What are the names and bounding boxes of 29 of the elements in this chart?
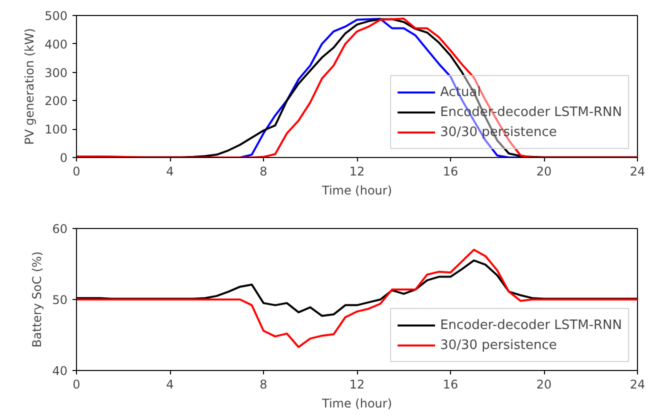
x-tick-label: 0 (72, 164, 80, 178)
y-tick-label: 400 (44, 37, 68, 52)
y-tick-label: 0 (60, 151, 68, 165)
x-tick-label: 8 (260, 164, 268, 178)
x-tick-label: 8 (260, 378, 268, 392)
y-tick-label: 100 (44, 122, 68, 137)
y-tick-label: 60 (52, 222, 68, 236)
x-tick-label: 4 (166, 378, 174, 392)
legend-label: Encoder-decoder LSTM-RNN (440, 318, 622, 332)
x-tick-label: 20 (536, 164, 552, 178)
x-tick-label: 20 (536, 378, 552, 392)
x-tick-label: 16 (442, 164, 458, 178)
x-tick-label: 12 (349, 164, 365, 178)
x-tick-label: 24 (630, 378, 646, 392)
x-axis-title: Time (hour) (320, 184, 392, 198)
x-axis-title: Time (hour) (320, 396, 392, 410)
y-tick-label: 40 (52, 364, 68, 378)
y-tick-label: 50 (52, 293, 68, 307)
legend-label: 30/30 persistence (440, 338, 557, 352)
x-tick-label: 24 (630, 164, 646, 178)
x-tick-label: 0 (72, 378, 80, 392)
x-tick-label: 4 (166, 164, 174, 178)
y-tick-label: 300 (44, 66, 68, 80)
x-tick-label: 16 (442, 378, 458, 392)
y-axis-title: Battery SoC (%) (30, 251, 44, 348)
x-tick-label: 12 (349, 378, 365, 392)
y-tick-label: 200 (44, 94, 68, 108)
y-tick-label: 500 (44, 9, 68, 23)
y-axis-title: PV generation (kW) (22, 28, 37, 145)
